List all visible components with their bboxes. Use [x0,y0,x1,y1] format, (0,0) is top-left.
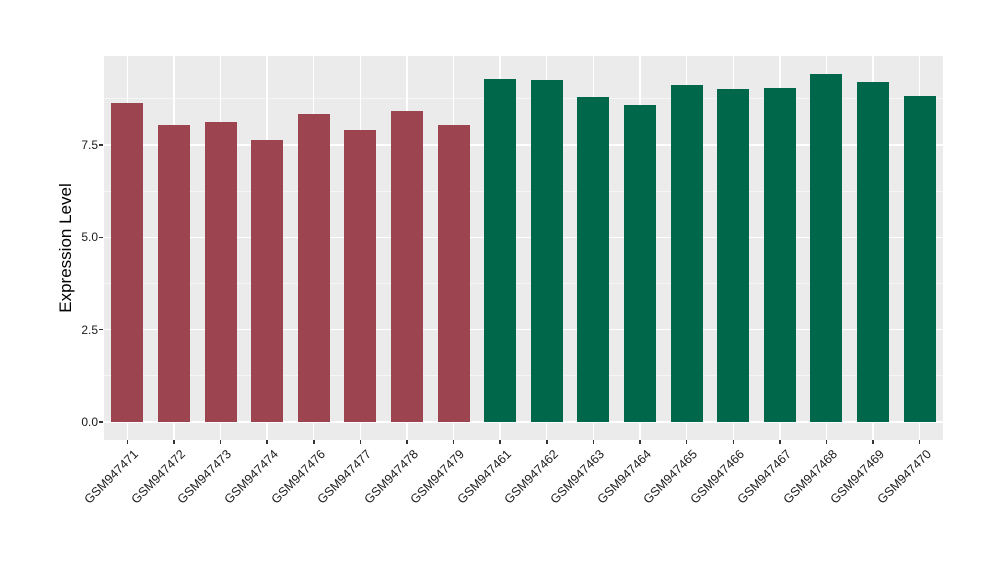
x-tick-mark [918,440,921,444]
y-tick-mark [99,328,103,331]
x-tick-mark [406,440,408,444]
x-tick-mark [546,440,548,444]
bar-GSM947467 [763,87,796,422]
bar-GSM947470 [903,95,936,422]
bar-GSM947468 [810,73,843,422]
x-tick-mark [872,440,874,444]
bar-GSM947469 [857,81,890,422]
major-gridline [104,144,943,146]
y-tick-label: 7.5 [81,137,98,152]
bar-GSM947472 [157,124,190,422]
y-tick-label: 2.5 [81,322,98,337]
bar-GSM947476 [297,114,330,422]
minor-gridline [104,98,943,100]
bar-GSM947461 [484,79,517,422]
y-tick-mark [99,236,103,238]
minor-gridline [104,375,943,377]
bar-GSM947478 [390,111,423,422]
x-tick-mark [499,440,501,444]
x-tick-mark [639,440,641,444]
major-gridline [104,421,943,423]
x-tick-mark [685,440,688,444]
y-axis-title-text: Expression Level [56,183,75,313]
x-tick-mark [126,440,129,444]
major-gridline [104,236,943,238]
x-tick-mark [825,440,828,444]
bar-GSM947465 [670,84,703,422]
major-gridline [104,328,943,331]
bar-GSM947477 [344,129,377,422]
bar-GSM947462 [530,80,563,422]
y-tick-mark [99,421,103,423]
bar-GSM947466 [717,89,750,422]
bar-GSM947473 [204,122,237,422]
x-tick-mark [779,440,781,444]
bar-GSM947463 [577,96,610,422]
minor-gridline [104,190,943,192]
x-tick-mark [452,440,455,444]
bar-GSM947474 [251,140,284,422]
x-tick-mark [732,440,734,444]
x-tick-mark [359,440,362,444]
x-tick-mark [266,440,268,444]
minor-gridline [104,283,943,284]
plot-panel [104,56,943,440]
x-tick-mark [592,440,595,444]
y-tick-mark [99,144,103,146]
x-tick-mark [173,440,175,444]
x-tick-mark [219,440,222,444]
x-tick-mark [313,440,315,444]
y-tick-label: 5.0 [81,230,98,245]
bar-GSM947464 [624,104,657,422]
bar-GSM947471 [111,103,144,422]
y-tick-label: 0.0 [81,415,98,429]
bar-GSM947479 [437,124,470,422]
